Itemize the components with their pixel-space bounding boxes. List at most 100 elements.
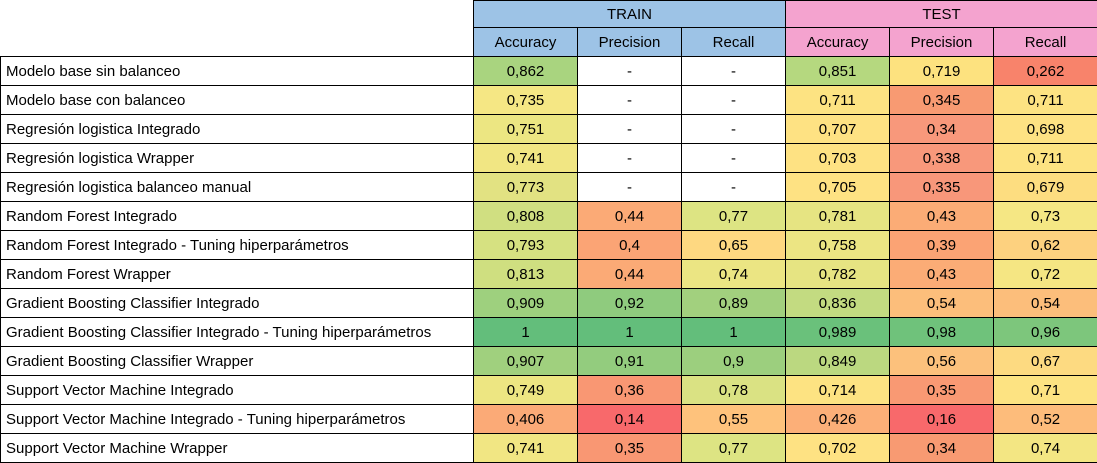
train-recall-cell: 0,9 <box>682 347 786 376</box>
train-recall-cell: - <box>682 57 786 86</box>
test-precision-cell: 0,335 <box>890 173 994 202</box>
test-accuracy-cell: 0,782 <box>786 260 890 289</box>
train-accuracy-cell: 1 <box>474 318 578 347</box>
test-recall-cell: 0,711 <box>994 144 1097 173</box>
test-precision-cell: 0,34 <box>890 434 994 463</box>
train-recall-cell: 0,65 <box>682 231 786 260</box>
test-recall-cell: 0,67 <box>994 347 1097 376</box>
train-recall-cell: 0,74 <box>682 260 786 289</box>
test-precision-cell: 0,338 <box>890 144 994 173</box>
train-recall-cell: - <box>682 144 786 173</box>
train-recall-cell: 0,77 <box>682 434 786 463</box>
train-accuracy-cell: 0,909 <box>474 289 578 318</box>
test-precision-cell: 0,39 <box>890 231 994 260</box>
test-accuracy-cell: 0,705 <box>786 173 890 202</box>
train-precision-cell: - <box>578 86 682 115</box>
test-accuracy-cell: 0,714 <box>786 376 890 405</box>
test-recall-cell: 0,679 <box>994 173 1097 202</box>
train-accuracy-cell: 0,862 <box>474 57 578 86</box>
column-header-row: Accuracy Precision Recall Accuracy Preci… <box>1 28 1097 57</box>
test-accuracy-cell: 0,781 <box>786 202 890 231</box>
train-accuracy-cell: 0,793 <box>474 231 578 260</box>
train-precision-cell: 0,44 <box>578 202 682 231</box>
test-precision-cell: 0,43 <box>890 260 994 289</box>
train-accuracy-cell: 0,741 <box>474 144 578 173</box>
test-accuracy-cell: 0,703 <box>786 144 890 173</box>
test-recall-cell: 0,96 <box>994 318 1097 347</box>
test-recall-cell: 0,72 <box>994 260 1097 289</box>
train-precision-cell: - <box>578 144 682 173</box>
test-precision-cell: 0,43 <box>890 202 994 231</box>
train-accuracy-cell: 0,406 <box>474 405 578 434</box>
test-group-header: TEST <box>786 1 1097 28</box>
train-precision-cell: - <box>578 57 682 86</box>
model-name: Random Forest Wrapper <box>1 260 474 289</box>
test-recall-cell: 0,71 <box>994 376 1097 405</box>
train-precision-cell: 1 <box>578 318 682 347</box>
test-accuracy-header: Accuracy <box>786 28 890 57</box>
test-accuracy-cell: 0,851 <box>786 57 890 86</box>
test-accuracy-cell: 0,849 <box>786 347 890 376</box>
model-name: Random Forest Integrado - Tuning hiperpa… <box>1 231 474 260</box>
train-recall-cell: 0,77 <box>682 202 786 231</box>
model-name: Gradient Boosting Classifier Wrapper <box>1 347 474 376</box>
train-accuracy-cell: 0,813 <box>474 260 578 289</box>
train-precision-cell: 0,14 <box>578 405 682 434</box>
test-precision-cell: 0,719 <box>890 57 994 86</box>
test-accuracy-cell: 0,758 <box>786 231 890 260</box>
model-name: Random Forest Integrado <box>1 202 474 231</box>
train-accuracy-header: Accuracy <box>474 28 578 57</box>
model-name: Gradient Boosting Classifier Integrado <box>1 289 474 318</box>
test-recall-cell: 0,62 <box>994 231 1097 260</box>
train-accuracy-cell: 0,735 <box>474 86 578 115</box>
train-precision-cell: 0,91 <box>578 347 682 376</box>
train-accuracy-cell: 0,751 <box>474 115 578 144</box>
test-precision-cell: 0,98 <box>890 318 994 347</box>
model-name: Modelo base sin balanceo <box>1 57 474 86</box>
train-recall-cell: - <box>682 173 786 202</box>
train-precision-header: Precision <box>578 28 682 57</box>
model-name: Support Vector Machine Integrado <box>1 376 474 405</box>
test-precision-header: Precision <box>890 28 994 57</box>
train-recall-cell: 1 <box>682 318 786 347</box>
test-accuracy-cell: 0,989 <box>786 318 890 347</box>
test-accuracy-cell: 0,836 <box>786 289 890 318</box>
train-accuracy-cell: 0,741 <box>474 434 578 463</box>
test-recall-header: Recall <box>994 28 1097 57</box>
train-precision-cell: 0,35 <box>578 434 682 463</box>
test-recall-cell: 0,54 <box>994 289 1097 318</box>
test-precision-cell: 0,35 <box>890 376 994 405</box>
train-precision-cell: - <box>578 115 682 144</box>
test-precision-cell: 0,34 <box>890 115 994 144</box>
model-name: Modelo base con balanceo <box>1 86 474 115</box>
train-precision-cell: 0,44 <box>578 260 682 289</box>
train-precision-cell: 0,92 <box>578 289 682 318</box>
test-recall-cell: 0,74 <box>994 434 1097 463</box>
test-recall-cell: 0,698 <box>994 115 1097 144</box>
train-accuracy-cell: 0,773 <box>474 173 578 202</box>
test-recall-cell: 0,52 <box>994 405 1097 434</box>
table-row: Gradient Boosting Classifier Integrado -… <box>1 318 1097 347</box>
test-accuracy-cell: 0,707 <box>786 115 890 144</box>
model-name: Support Vector Machine Integrado - Tunin… <box>1 405 474 434</box>
train-group-header: TRAIN <box>474 1 786 28</box>
train-accuracy-cell: 0,907 <box>474 347 578 376</box>
train-recall-cell: - <box>682 115 786 144</box>
test-accuracy-cell: 0,711 <box>786 86 890 115</box>
test-precision-cell: 0,16 <box>890 405 994 434</box>
train-recall-cell: 0,78 <box>682 376 786 405</box>
train-recall-cell: 0,55 <box>682 405 786 434</box>
train-precision-cell: 0,36 <box>578 376 682 405</box>
table-row: Random Forest Integrado - Tuning hiperpa… <box>1 231 1097 260</box>
group-header-row: TRAIN TEST <box>1 1 1097 28</box>
